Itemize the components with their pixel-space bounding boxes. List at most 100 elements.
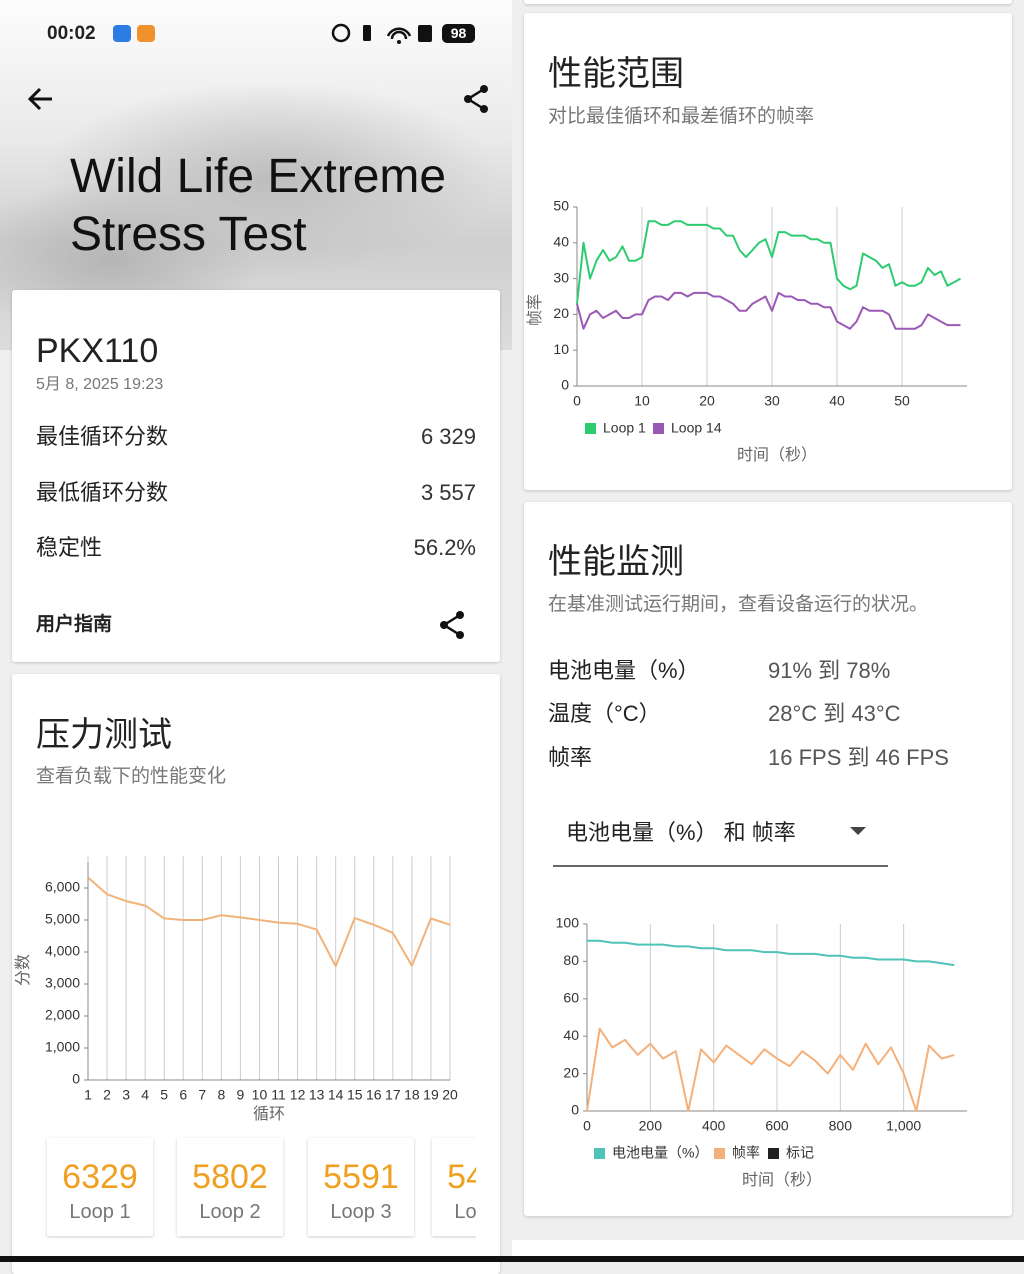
- y-tick-label: 80: [563, 952, 579, 968]
- status-icon: [113, 25, 131, 42]
- y-tick-label: 20: [563, 1064, 579, 1080]
- x-tick-label: 14: [328, 1087, 344, 1103]
- share-button[interactable]: [438, 610, 468, 640]
- y-tick-label: 3,000: [45, 975, 80, 991]
- y-tick-label: 5,000: [45, 911, 80, 927]
- card-edge: [524, 0, 1012, 4]
- x-axis-label: 时间（秒）: [742, 1171, 822, 1189]
- data-line: [576, 220, 961, 304]
- data-line: [586, 1027, 955, 1112]
- range-card: [524, 13, 1012, 490]
- back-button[interactable]: [26, 84, 56, 114]
- x-tick-label: 3: [122, 1087, 130, 1103]
- score-card[interactable]: 5802 Loop 2: [177, 1138, 283, 1236]
- x-tick-label: 13: [309, 1087, 325, 1103]
- x-tick-label: 4: [141, 1087, 149, 1103]
- x-tick-label: 2: [103, 1087, 111, 1103]
- x-tick-label: 11: [271, 1087, 286, 1103]
- share-button[interactable]: [462, 84, 492, 114]
- x-tick-label: 600: [765, 1118, 789, 1134]
- section-title: 性能监测: [548, 543, 684, 581]
- x-tick-label: 17: [385, 1087, 401, 1103]
- next-card-edge: [512, 1240, 1024, 1256]
- x-tick-label: 800: [829, 1118, 853, 1134]
- status-icons: [331, 23, 432, 44]
- x-tick-label: 7: [198, 1087, 206, 1103]
- x-tick-label: 10: [634, 393, 650, 409]
- y-tick-label: 0: [72, 1071, 80, 1087]
- x-tick-label: 50: [894, 393, 910, 409]
- user-guide-link[interactable]: 用户指南: [36, 614, 113, 635]
- x-tick-label: 30: [764, 393, 780, 409]
- score-label: Loop 4: [454, 1201, 476, 1223]
- score-card[interactable]: 6329 Loop 1: [47, 1138, 153, 1236]
- y-tick-label: 0: [561, 377, 569, 393]
- x-tick-label: 12: [290, 1087, 306, 1103]
- x-axis-label: 时间（秒）: [737, 446, 817, 464]
- y-tick-label: 30: [553, 269, 569, 285]
- y-tick-label: 2,000: [45, 1007, 80, 1023]
- y-tick-label: 1,000: [45, 1039, 80, 1055]
- nav-bar: [0, 1256, 1024, 1262]
- legend-label: Loop 14: [671, 420, 722, 436]
- monitor-chart: 0 200 400 600 800 1,000 0 20 40 60 80 100 电池电量（%） 帧率 标…: [556, 915, 967, 1189]
- legend-swatch: [768, 1148, 779, 1159]
- x-tick-label: 400: [702, 1118, 726, 1134]
- row-label: 最佳循环分数: [36, 424, 169, 449]
- device-date: 5月 8, 2025 19:23: [36, 376, 164, 393]
- score-label: Loop 2: [199, 1201, 261, 1223]
- monitor-card: [524, 502, 1012, 1216]
- data-line: [587, 939, 955, 967]
- y-tick-label: 60: [563, 990, 579, 1006]
- chart-dropdown[interactable]: 电池电量（%） 和 帧率: [566, 820, 796, 845]
- y-axis-label: 帧率: [526, 294, 544, 326]
- score-label: Loop 1: [69, 1201, 131, 1223]
- dropdown-arrow[interactable]: [850, 827, 866, 837]
- section-subtitle: 查看负载下的性能变化: [36, 766, 227, 787]
- y-tick-label: 100: [556, 915, 580, 931]
- legend-swatch: [714, 1148, 725, 1159]
- y-tick-label: 6,000: [45, 879, 80, 895]
- x-tick-label: 40: [829, 393, 845, 409]
- range-chart: 0 10 20 30 40 50 0 10 20 30 40 50 Loop 1 Loop 14 时间（秒）…: [526, 198, 967, 464]
- page-title: Wild Life Extreme Stress Test: [70, 150, 447, 261]
- legend-swatch: [585, 423, 596, 434]
- section-subtitle: 在基准测试运行期间，查看设备运行的状况。: [548, 594, 929, 615]
- section-subtitle: 对比最佳循环和最差循环的帧率: [548, 106, 815, 127]
- y-tick-label: 20: [553, 305, 569, 321]
- legend-label: 电池电量（%）: [612, 1145, 708, 1161]
- score-card[interactable]: 5591 Loop 3: [308, 1138, 414, 1236]
- data-line: [87, 876, 451, 968]
- row-value: 16 FPS 到 46 FPS: [768, 745, 949, 770]
- row-value: 3 557: [420, 480, 476, 505]
- row-label: 稳定性: [36, 535, 103, 560]
- score-value: 5450: [447, 1158, 476, 1196]
- x-tick-label: 5: [160, 1087, 168, 1103]
- score-value: 5802: [192, 1158, 268, 1196]
- x-axis-label: 循环: [253, 1105, 285, 1123]
- y-tick-label: 40: [553, 234, 569, 250]
- row-value: 28°C 到 43°C: [768, 701, 901, 726]
- row-value: 91% 到 78%: [768, 658, 891, 683]
- x-tick-label: 8: [217, 1087, 225, 1103]
- row-label: 最低循环分数: [36, 480, 169, 505]
- status-icon: [137, 25, 155, 42]
- y-tick-label: 0: [571, 1102, 579, 1118]
- x-tick-label: 20: [699, 393, 715, 409]
- row-label: 温度（°C）: [548, 701, 661, 726]
- device-card: [12, 290, 500, 662]
- x-tick-label: 6: [179, 1087, 187, 1103]
- status-time: 00:02: [47, 23, 96, 44]
- row-value: 6 329: [420, 424, 476, 449]
- x-tick-label: 16: [366, 1087, 382, 1103]
- score-card[interactable]: 5450 Loop 4: [432, 1138, 476, 1236]
- legend-label: 标记: [786, 1145, 814, 1161]
- row-label: 帧率: [548, 745, 593, 770]
- dropdown-underline: [553, 865, 888, 867]
- section-title: 性能范围: [548, 55, 684, 93]
- x-tick-label: 20: [442, 1087, 458, 1103]
- x-tick-label: 200: [639, 1118, 663, 1134]
- x-tick-label: 1,000: [886, 1118, 921, 1134]
- row-value: 56.2%: [413, 535, 476, 560]
- y-tick-label: 10: [553, 341, 569, 357]
